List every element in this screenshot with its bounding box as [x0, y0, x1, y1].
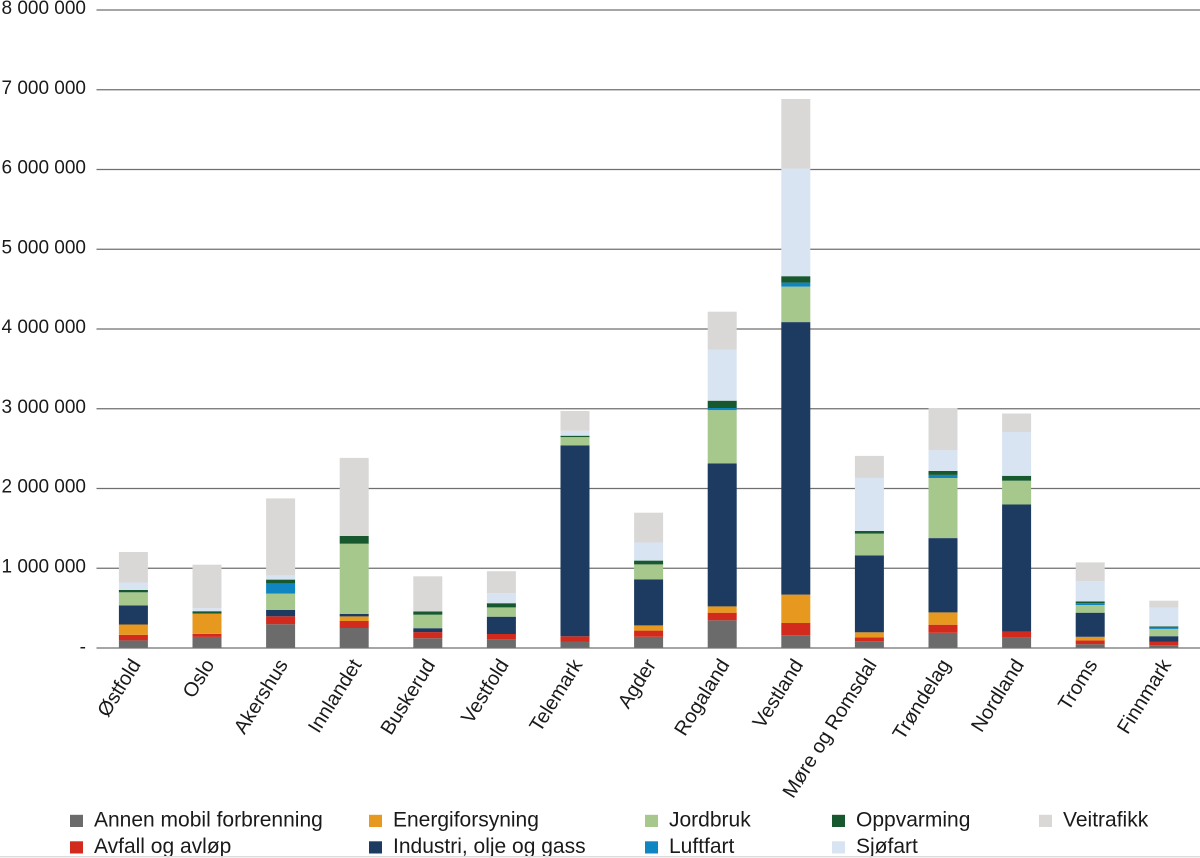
svg-text:Annen mobil forbrenning: Annen mobil forbrenning [94, 809, 323, 832]
svg-text:Jordbruk: Jordbruk [669, 809, 751, 832]
svg-text:8 000 000: 8 000 000 [1, 0, 86, 19]
svg-text:Avfall og avløp: Avfall og avløp [94, 835, 231, 858]
svg-text:Sjøfart: Sjøfart [856, 835, 918, 858]
svg-text:Industri, olje og gass: Industri, olje og gass [393, 835, 586, 858]
svg-text:Energiforsyning: Energiforsyning [393, 809, 539, 832]
svg-text:Oppvarming: Oppvarming [856, 809, 970, 832]
svg-text:4 000 000: 4 000 000 [1, 317, 86, 338]
svg-text:3 000 000: 3 000 000 [1, 397, 86, 418]
svg-text:7 000 000: 7 000 000 [1, 78, 86, 99]
svg-text:Veitrafikk: Veitrafikk [1063, 809, 1149, 832]
svg-text:1 000 000: 1 000 000 [1, 557, 86, 578]
svg-text:5 000 000: 5 000 000 [1, 237, 86, 258]
svg-text:6 000 000: 6 000 000 [1, 158, 86, 179]
svg-text:2 000 000: 2 000 000 [1, 477, 86, 498]
svg-text:-: - [80, 637, 86, 658]
svg-text:Luftfart: Luftfart [669, 835, 735, 858]
